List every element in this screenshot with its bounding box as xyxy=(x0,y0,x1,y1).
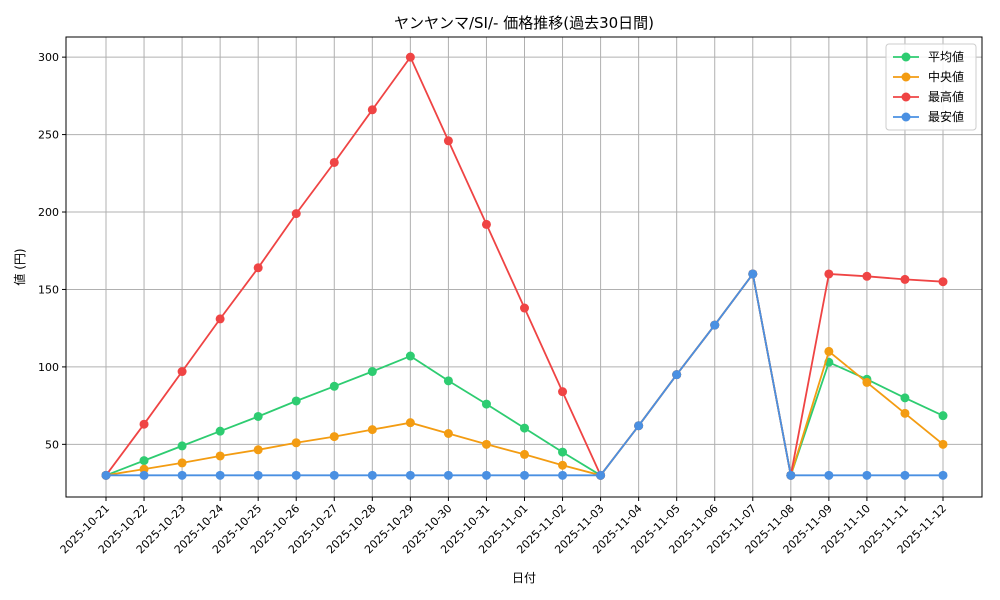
data-point xyxy=(405,470,415,480)
data-point xyxy=(938,411,948,421)
data-point xyxy=(329,157,339,167)
series-2 xyxy=(101,52,948,480)
series-3 xyxy=(101,269,948,480)
data-point xyxy=(139,470,149,480)
data-point xyxy=(215,426,225,436)
y-tick-label: 50 xyxy=(45,438,59,451)
data-point xyxy=(900,274,910,284)
data-point xyxy=(862,271,872,281)
data-point xyxy=(367,105,377,115)
data-point xyxy=(634,421,644,431)
data-point xyxy=(862,470,872,480)
data-point xyxy=(253,263,263,273)
chart-title: ヤンヤンマ/SI/- 価格推移(過去30日間) xyxy=(394,14,654,32)
data-point xyxy=(405,52,415,62)
data-point xyxy=(900,408,910,418)
y-tick-label: 150 xyxy=(38,283,59,296)
data-point xyxy=(367,470,377,480)
data-point xyxy=(520,303,529,313)
data-point xyxy=(139,464,149,474)
data-point xyxy=(291,438,301,448)
data-point xyxy=(672,370,682,380)
data-point xyxy=(481,399,491,409)
data-point xyxy=(291,470,301,480)
series-lines xyxy=(101,52,948,480)
x-axis: 2025-10-212025-10-222025-10-232025-10-24… xyxy=(58,497,949,556)
y-axis: 50 100 150 200 250 300 xyxy=(38,51,66,451)
data-point xyxy=(139,419,149,429)
data-point xyxy=(177,470,187,480)
y-tick-label: 300 xyxy=(38,51,59,64)
data-point xyxy=(558,447,568,457)
y-axis-label: 値 (円) xyxy=(12,248,27,285)
data-point xyxy=(824,269,834,279)
data-point xyxy=(786,470,796,480)
data-point xyxy=(443,136,453,146)
data-point xyxy=(900,470,910,480)
data-point xyxy=(329,381,339,391)
data-point xyxy=(824,470,834,480)
data-point xyxy=(824,346,834,356)
data-point xyxy=(558,470,568,480)
data-point xyxy=(938,470,948,480)
data-point xyxy=(367,425,377,435)
data-point xyxy=(443,428,453,438)
data-point xyxy=(862,377,872,387)
data-point xyxy=(443,470,453,480)
data-point xyxy=(291,209,301,219)
legend-entry: 平均値 xyxy=(928,49,964,64)
legend-marker xyxy=(901,52,911,62)
data-point xyxy=(139,456,149,466)
legend-entry: 中央値 xyxy=(928,69,964,84)
data-point xyxy=(291,396,301,406)
data-point xyxy=(253,445,263,455)
legend-entry: 最安値 xyxy=(928,109,964,124)
data-point xyxy=(710,320,720,330)
data-point xyxy=(520,423,529,433)
data-point xyxy=(253,470,263,480)
data-point xyxy=(481,439,491,449)
data-point xyxy=(938,277,948,287)
data-point xyxy=(900,393,910,403)
data-point xyxy=(215,314,225,324)
data-point xyxy=(215,451,225,461)
data-point xyxy=(329,432,339,442)
data-point xyxy=(481,219,491,229)
data-point xyxy=(405,351,415,361)
data-point xyxy=(558,387,568,397)
x-axis-label: 日付 xyxy=(512,571,536,585)
grid xyxy=(66,37,982,497)
data-point xyxy=(101,470,111,480)
legend-marker xyxy=(901,92,911,102)
y-tick-label: 250 xyxy=(38,129,59,142)
legend-marker xyxy=(901,112,911,122)
data-point xyxy=(520,470,529,480)
data-point xyxy=(177,441,187,451)
data-point xyxy=(177,367,187,377)
data-point xyxy=(443,376,453,386)
data-point xyxy=(481,470,491,480)
data-point xyxy=(938,439,948,449)
data-point xyxy=(558,460,568,470)
legend-marker xyxy=(901,72,911,82)
data-point xyxy=(748,269,758,279)
data-point xyxy=(520,449,529,459)
y-tick-label: 100 xyxy=(38,361,59,374)
data-point xyxy=(215,470,225,480)
data-point xyxy=(253,411,263,421)
data-point xyxy=(405,418,415,428)
data-point xyxy=(177,458,187,468)
data-point xyxy=(596,470,606,480)
legend-box xyxy=(885,43,977,131)
legend-entry: 最高値 xyxy=(928,89,964,104)
data-point xyxy=(367,367,377,377)
y-tick-label: 200 xyxy=(38,206,59,219)
data-point xyxy=(329,470,339,480)
